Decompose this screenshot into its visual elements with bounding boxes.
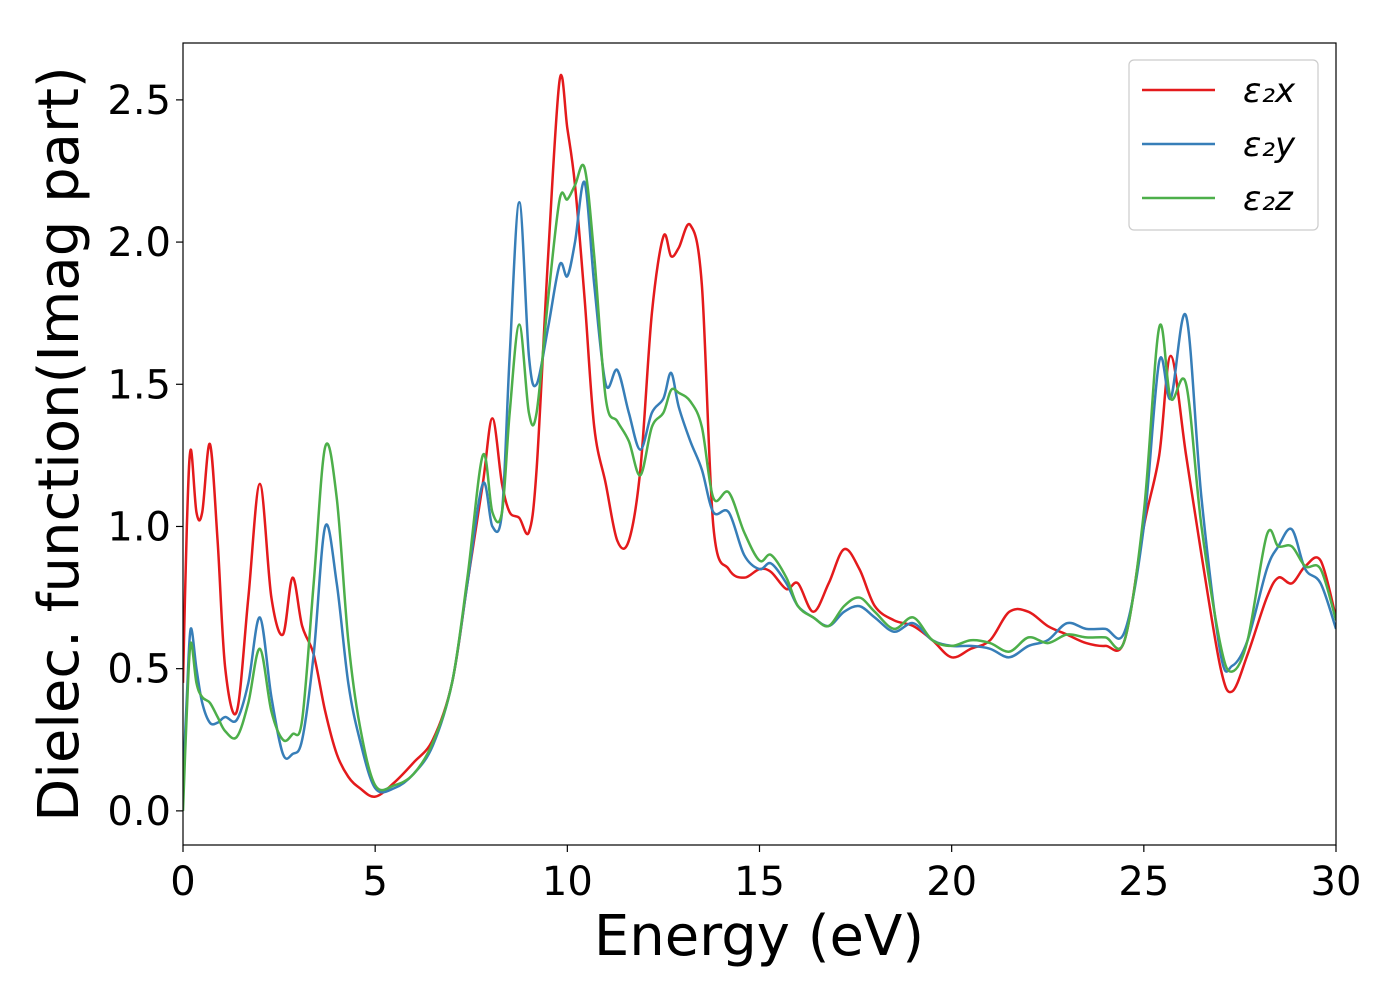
x-axis-label: Energy (eV) — [594, 904, 924, 969]
legend-label: ε₂x — [1243, 71, 1296, 111]
plot-frame — [182, 42, 1337, 846]
legend-label: ε₂z — [1243, 179, 1294, 219]
y-tick-label: 1.0 — [107, 504, 171, 550]
y-tick-label: 2.5 — [107, 78, 171, 124]
x-tick-label: 15 — [734, 859, 785, 905]
legend-box — [1128, 59, 1319, 231]
legend-label: ε₂y — [1243, 125, 1296, 165]
y-tick-label: 2.0 — [107, 220, 171, 266]
x-tick-label: 5 — [362, 859, 387, 905]
x-tick-label: 25 — [1118, 859, 1169, 905]
y-tick-label: 0.0 — [107, 789, 171, 835]
y-axis-label: Dielec. function(Imag part) — [27, 66, 92, 822]
series-line — [183, 163, 1336, 811]
x-tick-label: 0 — [170, 859, 195, 905]
x-tick-label: 20 — [926, 859, 977, 905]
x-tick-label: 10 — [542, 859, 593, 905]
x-tick-label: 30 — [1311, 859, 1362, 905]
y-tick-label: 1.5 — [107, 362, 171, 408]
y-tick-label: 0.5 — [107, 647, 171, 693]
plot-lines — [183, 73, 1336, 811]
